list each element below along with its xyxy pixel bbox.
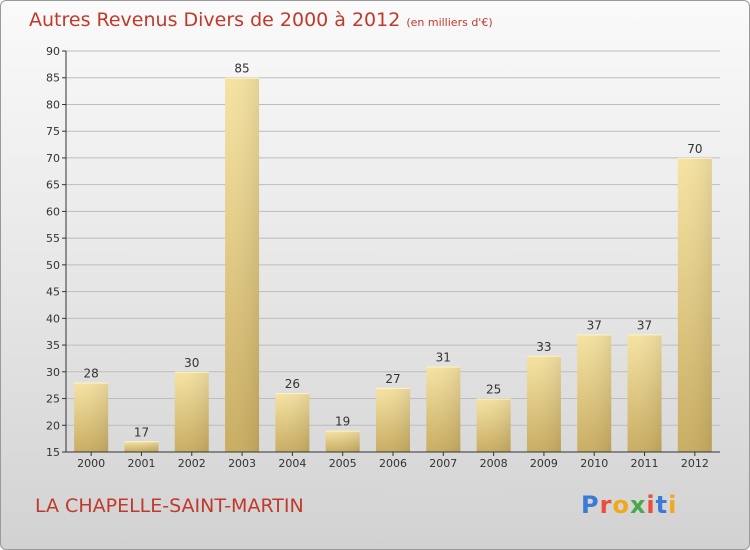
logo-letter: x: [629, 491, 647, 519]
x-tick-label: 2006: [379, 457, 407, 470]
x-tick-label: 2003: [228, 457, 256, 470]
data-label: 33: [536, 340, 551, 354]
bar-shade: [376, 387, 410, 452]
data-label: 37: [587, 318, 602, 332]
y-tick-label: 40: [46, 312, 60, 325]
data-label: 85: [234, 62, 249, 76]
data-label: 27: [385, 372, 400, 386]
y-tick-label: 30: [46, 366, 60, 379]
location-name: LA CHAPELLE-SAINT-MARTIN: [35, 495, 304, 517]
x-tick-label: 2008: [480, 457, 508, 470]
logo-letter: r: [599, 491, 613, 519]
bar-shade: [577, 334, 612, 452]
x-tick-label: 2005: [329, 457, 357, 470]
logo-letter: i: [668, 491, 678, 519]
x-tick-label: 2002: [178, 457, 206, 470]
axis-layer: 15 20 25 30 35 40 45 50 55 60 65 70 75 80 85 90 28 2000 17…: [46, 45, 720, 470]
y-tick-label: 65: [46, 179, 60, 192]
data-label: 19: [335, 415, 350, 429]
data-label: 25: [486, 383, 501, 397]
chart-title: Autres Revenus Divers de 2000 à 2012 (en …: [29, 9, 493, 31]
logo-letter: P: [581, 491, 600, 519]
y-tick-label: 85: [46, 72, 60, 85]
y-tick-label: 15: [46, 446, 60, 459]
bar-shade: [74, 382, 109, 452]
y-tick-label: 45: [46, 286, 60, 299]
y-tick-label: 90: [46, 45, 60, 58]
y-tick-label: 55: [46, 232, 60, 245]
y-tick-label: 60: [46, 205, 60, 218]
chart-unit: (en milliers d'€): [406, 16, 493, 29]
bar-shade: [677, 157, 712, 452]
x-tick-label: 2001: [127, 457, 155, 470]
chart-title-text: Autres Revenus Divers de 2000 à 2012: [29, 9, 401, 31]
x-tick-label: 2007: [429, 457, 457, 470]
proxiti-logo: Proxiti: [581, 491, 691, 521]
x-tick-label: 2000: [77, 457, 105, 470]
data-label: 28: [84, 366, 99, 380]
x-tick-label: 2011: [631, 457, 659, 470]
logo-letter: o: [612, 491, 630, 519]
y-tick-label: 80: [46, 98, 60, 111]
bar-shade: [174, 371, 209, 452]
bar-shade: [627, 334, 662, 452]
x-tick-label: 2004: [278, 457, 306, 470]
y-tick-label: 35: [46, 339, 60, 352]
bar-layer: [74, 77, 712, 452]
data-label: 70: [687, 142, 702, 156]
bar-shade: [476, 398, 511, 452]
data-label: 31: [436, 350, 451, 364]
y-tick-label: 25: [46, 393, 60, 406]
x-tick-label: 2009: [530, 457, 558, 470]
y-tick-label: 75: [46, 125, 60, 138]
logo-letter: t: [655, 491, 669, 519]
bar-shade: [526, 355, 561, 452]
data-label: 17: [134, 425, 149, 439]
data-label: 26: [285, 377, 300, 391]
bar-shade: [225, 77, 260, 452]
logo-letter: i: [646, 491, 656, 519]
bar-shade: [124, 441, 159, 452]
data-label: 30: [184, 356, 199, 370]
bar-shade: [426, 366, 461, 452]
x-tick-label: 2010: [580, 457, 608, 470]
y-tick-label: 20: [46, 419, 60, 432]
bar-shade: [325, 430, 360, 452]
y-tick-label: 70: [46, 152, 60, 165]
y-tick-label: 50: [46, 259, 60, 272]
data-label: 37: [637, 318, 652, 332]
bar-shade: [275, 393, 310, 452]
x-tick-label: 2012: [681, 457, 709, 470]
